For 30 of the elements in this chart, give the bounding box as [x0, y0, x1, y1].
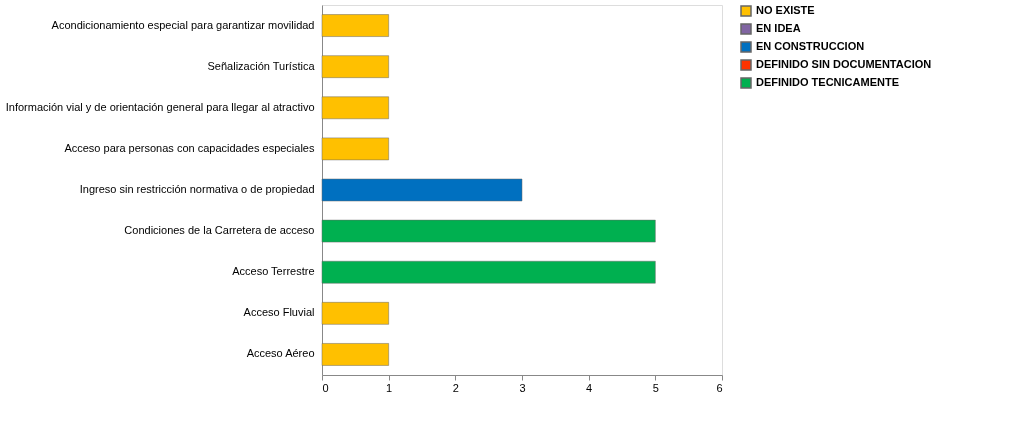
x-tick-label: 2 [452, 381, 459, 394]
y-tick-label: Acondicionamiento especial para garantizar movilidad [51, 18, 315, 31]
bar [321, 55, 389, 78]
bar [321, 302, 389, 325]
y-tick-label: Información vial y de orientación general para llegar al atractivo [5, 100, 315, 113]
legend-label: EN IDEA [756, 22, 801, 34]
bar [321, 178, 523, 202]
y-tick-label: Ingreso sin restricción normativa o de propiedad [79, 183, 315, 195]
bar [321, 137, 389, 161]
x-tick-label: 3 [519, 381, 526, 394]
legend-label: EN CONSTRUCCION [756, 40, 865, 52]
legend-label: NO EXISTE [756, 4, 815, 16]
bar [321, 14, 389, 37]
x-tick-label: 0 [322, 381, 329, 394]
legend-label: DEFINIDO SIN DOCUMENTACION [756, 58, 932, 70]
y-tick-label: Acceso Terrestre [232, 265, 315, 278]
y-tick-label: Acceso Aéreo [246, 347, 315, 360]
bar [321, 260, 656, 284]
legend-label: DEFINIDO TECNICAMENTE [756, 76, 899, 88]
bar [321, 96, 389, 120]
x-tick-label: 4 [586, 381, 593, 394]
y-tick-label: Acceso Fluvial [243, 306, 315, 319]
y-tick-label: Señalización Turística [207, 59, 316, 72]
y-tick-label: Condiciones de la Carretera de acceso [124, 224, 315, 237]
y-tick-label: Acceso para personas con capacidades especiales [64, 141, 315, 154]
x-tick-label: 5 [652, 381, 659, 394]
x-tick-label: 1 [386, 381, 393, 394]
bar [321, 343, 389, 366]
bar [321, 219, 656, 243]
x-tick-label: 6 [716, 381, 723, 394]
